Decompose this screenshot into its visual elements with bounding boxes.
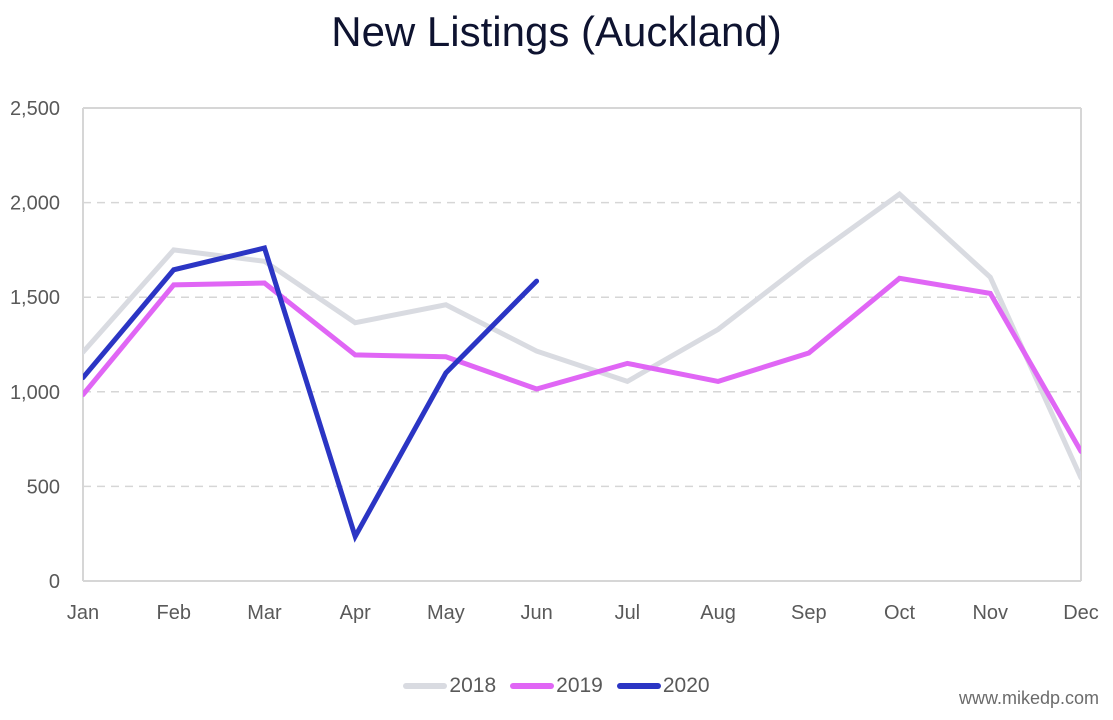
x-tick-label: Jan [67,602,99,624]
y-tick-label: 500 [27,476,60,498]
series-line-2020 [83,245,540,543]
series-lines [83,190,1081,543]
legend-swatch-icon [510,683,555,689]
x-tick-label: Nov [972,602,1008,624]
watermark: www.mikedp.com [958,688,1099,708]
x-tick-label: Jul [615,602,641,624]
legend-label: 2019 [556,674,603,697]
x-axis: Jan Feb Mar Apr May Jun Jul Aug Sep Oct Nov Dec [67,602,1099,624]
y-tick-label: 2,500 [10,98,60,120]
y-tick-label: 2,000 [10,193,60,215]
series-line-2019 [83,275,1081,454]
series-line-2018 [83,190,1081,481]
x-tick-label: Apr [340,602,371,624]
x-tick-label: Mar [247,602,282,624]
y-tick-label: 0 [49,571,60,593]
legend-swatch-icon [616,683,661,689]
x-tick-label: Sep [791,602,827,624]
chart-title: New Listings (Auckland) [331,8,782,55]
legend-item-2018: 2018 [403,674,496,698]
y-axis: 0 500 1,000 1,500 2,000 2,500 [10,98,60,593]
x-tick-label: Aug [700,602,736,624]
legend: 2018 2019 2020 [0,674,1113,698]
legend-label: 2020 [662,674,710,697]
legend-label: 2018 [449,674,497,697]
y-tick-label: 1,500 [10,287,60,309]
legend-item-2019: 2019 [510,674,603,698]
x-tick-label: Jun [521,602,553,624]
x-tick-label: Dec [1063,602,1099,624]
y-tick-label: 1,000 [10,382,60,404]
legend-item-2020: 2020 [616,674,710,698]
x-tick-label: Feb [156,602,190,624]
legend-swatch-icon [403,683,448,689]
gridlines [82,107,1082,582]
x-tick-label: May [427,602,465,624]
x-tick-label: Oct [884,602,916,624]
